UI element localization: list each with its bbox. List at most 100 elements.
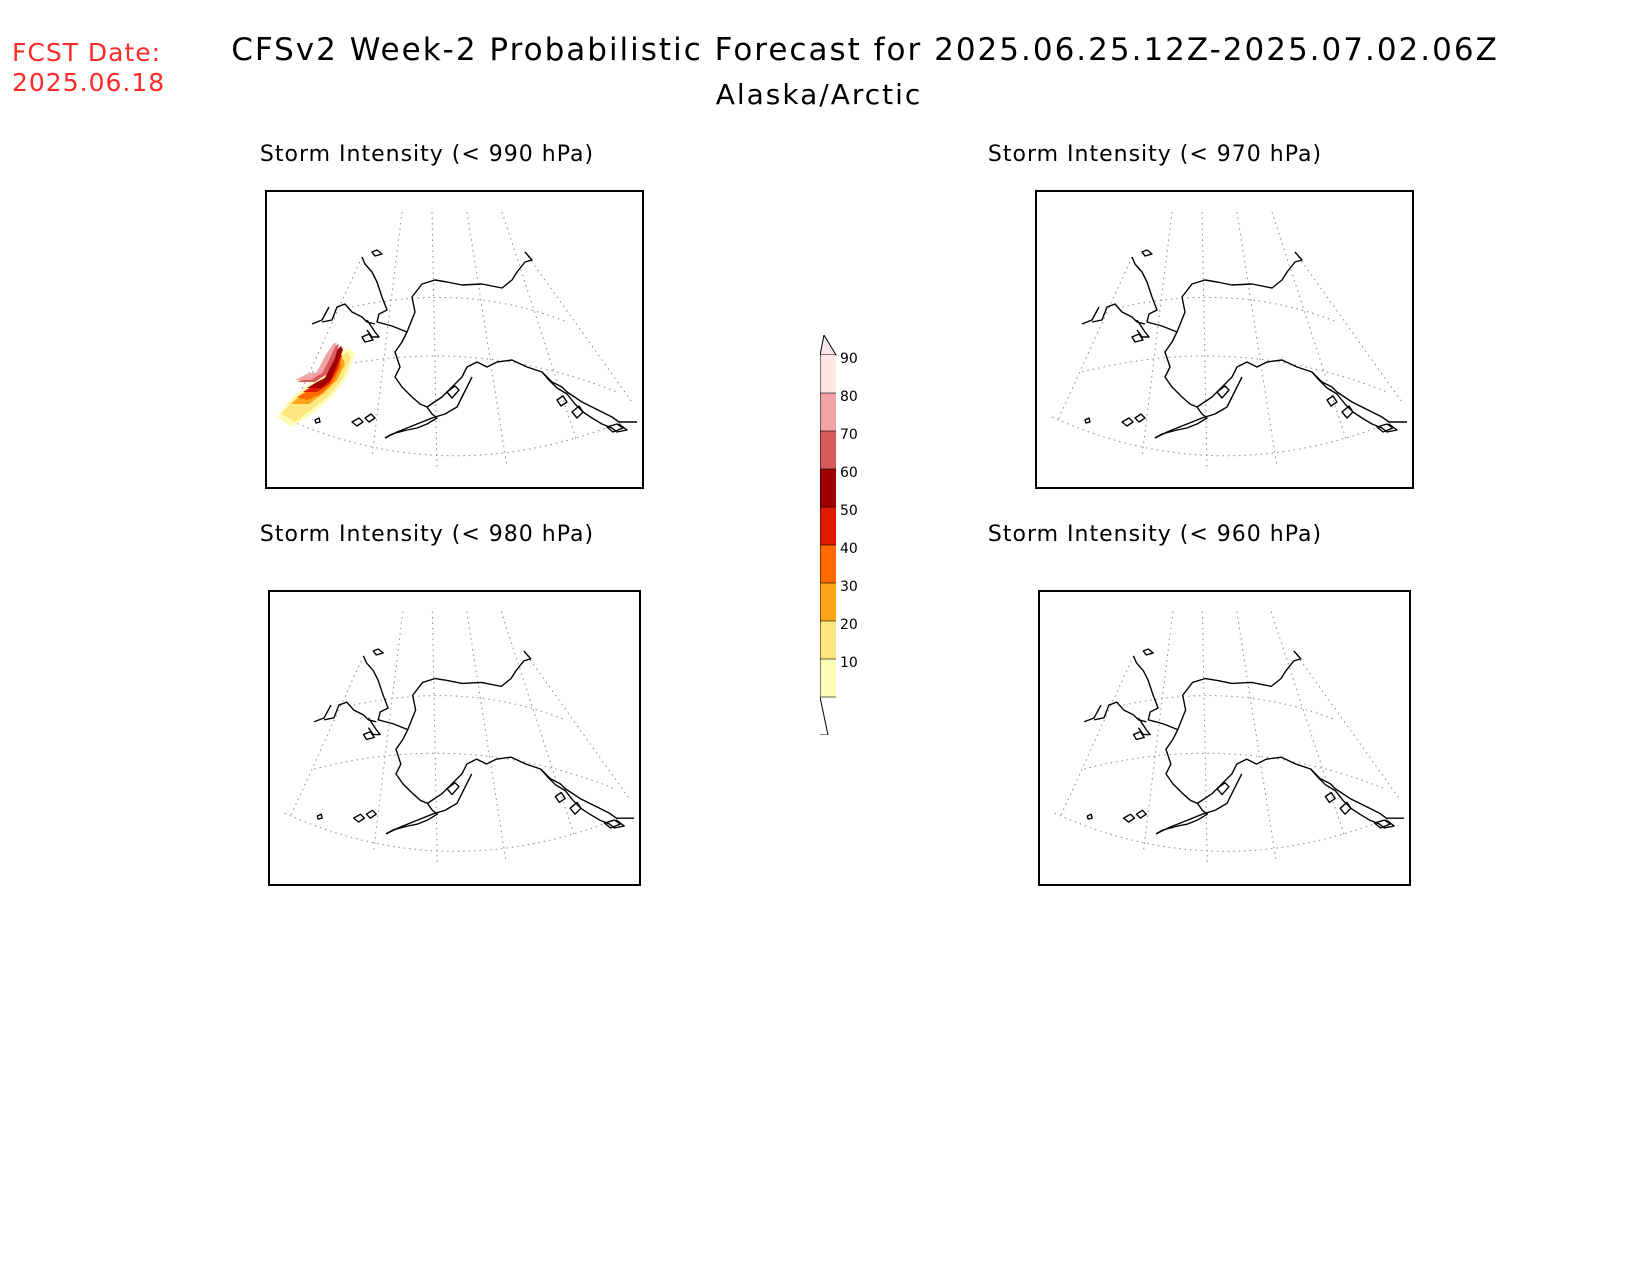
graticule-line [1271,211,1348,443]
colorbar: 10 20 30 40 50 60 70 80 90 [820,335,858,735]
island [1376,423,1394,433]
island [1341,405,1354,419]
alaska-map-960 [1054,611,1405,863]
colorbar-swatch [820,583,836,621]
alaska-map-980 [284,611,635,863]
forecast-date-value: 2025.06.18 [12,68,166,97]
graticule-line [431,211,438,468]
island [1134,413,1146,423]
coastline [1084,648,1405,835]
forecast-date-label: FCST Date: [12,38,162,67]
colorbar-tick-label: 90 [840,351,858,367]
coastline-segment [311,306,330,325]
colorbar-swatch [820,621,836,659]
island [571,405,584,419]
coastline-segment [361,256,438,439]
graticule-line [351,296,568,323]
alaska-map-970 [1051,211,1407,468]
graticule-line [353,695,566,721]
colorbar-tick-label: 70 [840,427,858,443]
island [1339,801,1352,815]
island [1084,417,1091,424]
graticule-line [1084,752,1385,790]
forecast-date: FCST Date: 2025.06.18 [12,38,165,98]
graticule-line [1123,695,1336,721]
graticule-line [1201,211,1208,468]
graticule-line [524,251,633,403]
coastline-segment [1137,717,1151,736]
colorbar-tick-label: 50 [840,503,858,519]
probability-band [295,342,337,380]
map-panel-970 [1035,190,1414,489]
coastline-segment [362,655,438,835]
probability-band [307,346,343,388]
island [1121,417,1134,427]
coastline-segment [1081,306,1100,325]
island [314,417,321,424]
graticule-line [311,355,618,393]
island [1131,333,1144,343]
graticule-line [1081,355,1388,393]
island [446,385,460,399]
graticule-line [431,611,438,863]
graticule [281,211,633,468]
colorbar-tick-label: 10 [840,655,858,671]
graticule-line [1201,611,1208,863]
coastline-segment [384,376,473,439]
island [1216,385,1230,399]
graticule [1051,211,1403,468]
coastline-segment [1310,768,1395,829]
main-title: CFSv2 Week-2 Probabilistic Forecast for … [231,32,1499,68]
map-panel-990 [265,190,644,489]
panel-title-960: Storm Intensity (< 960 hPa) [987,522,1323,547]
coastline-segment [1091,303,1146,325]
island [362,730,375,741]
graticule-line [1121,296,1338,323]
coastline [1081,249,1407,439]
graticule-line [1236,611,1277,863]
island [364,413,376,423]
coastline-segment [385,773,473,835]
coastline-segment [367,717,381,736]
graticule-line [1236,211,1278,468]
coastline-segment [323,701,377,723]
colorbar-cap-top [820,335,837,356]
coastline-segment [1093,701,1147,723]
panel-title-970: Storm Intensity (< 970 hPa) [987,142,1323,167]
colorbar-swatch [820,545,836,583]
island [1326,395,1338,407]
coastline [311,249,637,439]
island [352,813,366,823]
coastline-segment [1176,251,1303,333]
graticule-line [314,752,615,790]
island [1122,813,1136,823]
graticule [1054,611,1400,863]
island [365,809,377,819]
coastline-segment [1155,773,1243,835]
island [603,819,621,829]
colorbar-tick-label: 60 [840,465,858,481]
graticule-line [1293,650,1400,799]
island [606,423,624,433]
panel-title-980: Storm Intensity (< 980 hPa) [259,522,595,547]
graticule-line [500,611,576,838]
island [556,395,568,407]
coastline-segment [1311,371,1398,433]
graticule-line [1270,611,1346,838]
alaska-map-990 [277,211,637,468]
colorbar-swatch [820,507,836,545]
island [371,249,383,257]
region-subtitle: Alaska/Arctic [715,78,923,111]
coastline-segment [1132,655,1208,835]
graticule-line [466,611,507,863]
graticule-line [466,211,508,468]
island [569,801,582,815]
coastline-segment [540,768,625,829]
island [1135,809,1147,819]
colorbar-tick-label: 40 [840,541,858,557]
colorbar-tick-label: 30 [840,579,858,595]
coastline-segment [1084,704,1102,723]
graticule-line [1051,416,1393,457]
island [554,791,566,804]
graticule-line [281,416,623,457]
